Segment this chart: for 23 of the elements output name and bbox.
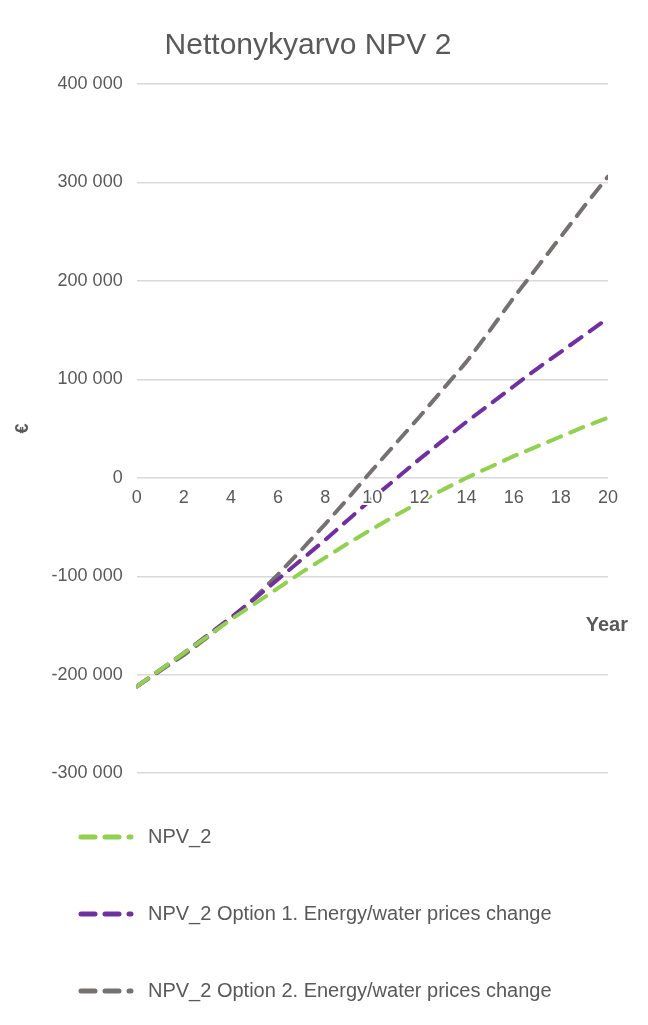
x-tick-label: 14: [456, 486, 477, 507]
x-tick-label: 4: [225, 486, 236, 507]
y-tick-label: 300 000: [57, 171, 123, 192]
y-tick-label: 100 000: [57, 368, 123, 389]
y-tick-label: -300 000: [51, 762, 123, 783]
y-tick-label: 400 000: [57, 72, 123, 93]
x-tick-label: 0: [131, 486, 142, 507]
legend-label: NPV_2: [148, 825, 212, 848]
y-tick-label: -200 000: [51, 663, 123, 684]
x-tick-label: 20: [597, 486, 619, 507]
legend-label: NPV_2 Option 2. Energy/water prices change: [148, 979, 552, 1002]
y-axis-title: €: [11, 423, 32, 434]
x-tick-label: 2: [178, 486, 189, 507]
y-tick-label: -100 000: [51, 565, 123, 586]
x-axis-title: Year: [585, 613, 629, 636]
legend-label: NPV_2 Option 1. Energy/water prices change: [148, 902, 552, 925]
y-tick-label: 0: [112, 466, 123, 487]
x-tick-label: 16: [503, 486, 524, 507]
x-tick-label: 8: [320, 486, 331, 507]
chart-title: Nettonykyarvo NPV 2: [164, 27, 452, 61]
x-tick-label: 18: [550, 486, 571, 507]
x-tick-label: 6: [273, 486, 284, 507]
y-tick-label: 200 000: [57, 269, 123, 290]
